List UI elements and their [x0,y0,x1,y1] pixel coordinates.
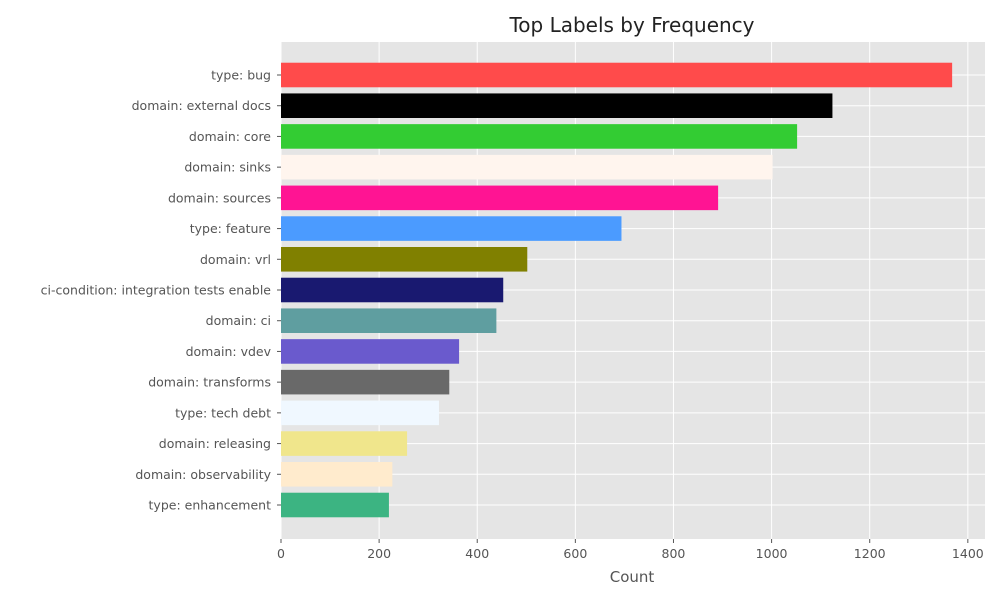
bar [281,339,460,364]
y-tick-label: domain: vrl [200,252,271,267]
y-tick-label: domain: sinks [184,160,271,175]
y-tick-label: type: bug [211,68,271,83]
y-tick-label: type: feature [190,221,272,236]
y-tick-label: domain: ci [206,313,271,328]
bar [281,216,622,241]
bar [281,154,773,180]
bar [281,185,719,211]
y-tick-label: ci-condition: integration tests enable [41,283,272,298]
x-tick-label: 400 [465,546,489,561]
x-tick-label: 1200 [854,546,886,561]
bar [281,93,833,118]
y-tick-label: domain: core [189,129,271,144]
bar [281,62,953,88]
bar [281,124,798,149]
chart-title: Top Labels by Frequency [508,13,754,37]
x-tick-label: 200 [367,546,391,561]
bar [281,369,450,395]
bar [281,277,504,303]
bar [281,462,393,487]
y-tick-labels: type: bug domain: external docs domain: co… [41,68,281,513]
y-tick-label: domain: vdev [186,344,272,359]
y-tick-label: type: tech debt [175,405,271,420]
y-tick-label: domain: sources [168,190,271,205]
bar [281,400,439,426]
y-tick-label: domain: releasing [159,436,271,451]
x-tick-label: 1400 [952,546,984,561]
y-tick-label: type: enhancement [149,498,272,513]
x-axis-label: Count [610,568,655,586]
bars [281,62,953,518]
y-tick-label: domain: external docs [132,98,271,113]
x-tick-label: 600 [563,546,587,561]
x-tick-label: 800 [662,546,686,561]
x-tick-labels: 0 200 400 600 800 1000 1200 1400 [277,539,984,561]
y-tick-label: domain: observability [135,467,271,482]
y-tick-label: domain: transforms [148,375,271,390]
x-tick-label: 1000 [756,546,788,561]
bar [281,308,497,333]
bar [281,492,389,518]
x-tick-label: 0 [277,546,285,561]
bar [281,431,408,456]
bar [281,247,528,272]
